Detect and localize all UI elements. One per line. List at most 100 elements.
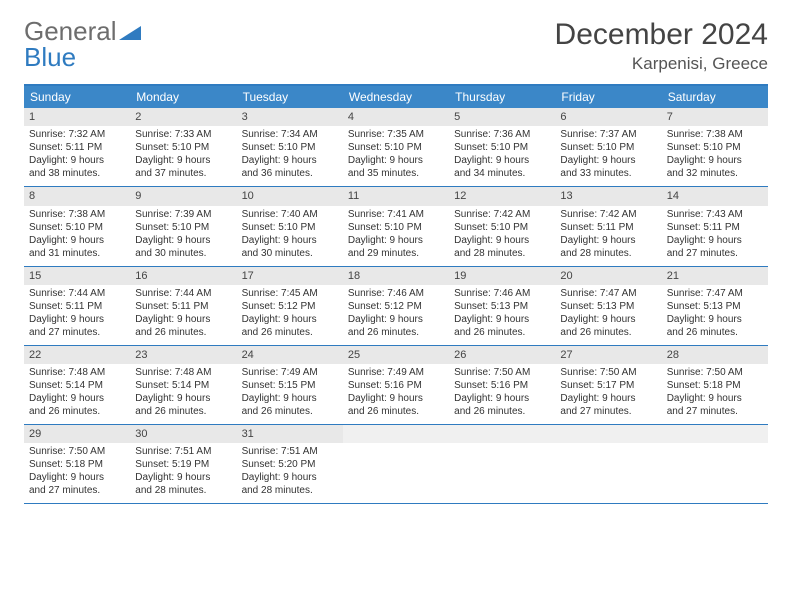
week-row: 1Sunrise: 7:32 AMSunset: 5:11 PMDaylight… bbox=[24, 108, 768, 187]
weekday-header: Saturday bbox=[662, 86, 768, 108]
daylight1-text: Daylight: 9 hours bbox=[135, 392, 231, 405]
day-cell: 8 Sunrise: 7:38 AMSunset: 5:10 PMDaylight… bbox=[24, 187, 130, 265]
day-number: 30 bbox=[130, 425, 236, 443]
day-cell: 22Sunrise: 7:48 AMSunset: 5:14 PMDayligh… bbox=[24, 346, 130, 424]
sunrise-text: Sunrise: 7:50 AM bbox=[560, 366, 656, 379]
sunrise-text: Sunrise: 7:34 AM bbox=[242, 128, 338, 141]
weekday-header: Tuesday bbox=[237, 86, 343, 108]
day-number: 15 bbox=[24, 267, 130, 285]
weekday-header: Monday bbox=[130, 86, 236, 108]
day-number: 16 bbox=[130, 267, 236, 285]
daylight2-text: and 33 minutes. bbox=[560, 167, 656, 180]
day-number: 19 bbox=[449, 267, 555, 285]
daylight1-text: Daylight: 9 hours bbox=[29, 392, 125, 405]
daylight2-text: and 27 minutes. bbox=[29, 484, 125, 497]
day-cell: 29Sunrise: 7:50 AMSunset: 5:18 PMDayligh… bbox=[24, 425, 130, 503]
sunrise-text: Sunrise: 7:35 AM bbox=[348, 128, 444, 141]
day-number: 12 bbox=[449, 187, 555, 205]
day-number: 21 bbox=[662, 267, 768, 285]
day-number: 7 bbox=[662, 108, 768, 126]
sunset-text: Sunset: 5:11 PM bbox=[135, 300, 231, 313]
day-cell: 26Sunrise: 7:50 AMSunset: 5:16 PMDayligh… bbox=[449, 346, 555, 424]
daylight1-text: Daylight: 9 hours bbox=[135, 234, 231, 247]
day-number: 26 bbox=[449, 346, 555, 364]
sunset-text: Sunset: 5:10 PM bbox=[29, 221, 125, 234]
daylight1-text: Daylight: 9 hours bbox=[242, 313, 338, 326]
daylight1-text: Daylight: 9 hours bbox=[560, 313, 656, 326]
sunrise-text: Sunrise: 7:51 AM bbox=[242, 445, 338, 458]
daylight2-text: and 30 minutes. bbox=[135, 247, 231, 260]
daylight1-text: Daylight: 9 hours bbox=[29, 471, 125, 484]
day-cell: 14Sunrise: 7:43 AMSunset: 5:11 PMDayligh… bbox=[662, 187, 768, 265]
day-number: 8 bbox=[24, 187, 130, 205]
daylight2-text: and 32 minutes. bbox=[667, 167, 763, 180]
day-cell bbox=[555, 425, 661, 503]
day-cell: 20Sunrise: 7:47 AMSunset: 5:13 PMDayligh… bbox=[555, 267, 661, 345]
sunrise-text: Sunrise: 7:33 AM bbox=[135, 128, 231, 141]
daylight2-text: and 27 minutes. bbox=[667, 247, 763, 260]
daylight2-text: and 27 minutes. bbox=[667, 405, 763, 418]
daylight1-text: Daylight: 9 hours bbox=[242, 154, 338, 167]
weeks-container: 1Sunrise: 7:32 AMSunset: 5:11 PMDaylight… bbox=[24, 108, 768, 504]
daylight1-text: Daylight: 9 hours bbox=[29, 234, 125, 247]
sunrise-text: Sunrise: 7:51 AM bbox=[135, 445, 231, 458]
title-block: December 2024 Karpenisi, Greece bbox=[555, 18, 768, 74]
day-number: 23 bbox=[130, 346, 236, 364]
day-number: 20 bbox=[555, 267, 661, 285]
daylight1-text: Daylight: 9 hours bbox=[560, 234, 656, 247]
day-cell: 9Sunrise: 7:39 AMSunset: 5:10 PMDaylight… bbox=[130, 187, 236, 265]
day-cell: 13Sunrise: 7:42 AMSunset: 5:11 PMDayligh… bbox=[555, 187, 661, 265]
day-cell: 6Sunrise: 7:37 AMSunset: 5:10 PMDaylight… bbox=[555, 108, 661, 186]
day-cell bbox=[343, 425, 449, 503]
sunset-text: Sunset: 5:10 PM bbox=[560, 141, 656, 154]
sunrise-text: Sunrise: 7:42 AM bbox=[560, 208, 656, 221]
sunset-text: Sunset: 5:18 PM bbox=[667, 379, 763, 392]
daylight2-text: and 26 minutes. bbox=[135, 326, 231, 339]
daylight1-text: Daylight: 9 hours bbox=[560, 392, 656, 405]
sunrise-text: Sunrise: 7:50 AM bbox=[454, 366, 550, 379]
day-cell: 24Sunrise: 7:49 AMSunset: 5:15 PMDayligh… bbox=[237, 346, 343, 424]
day-number: 29 bbox=[24, 425, 130, 443]
daylight1-text: Daylight: 9 hours bbox=[29, 154, 125, 167]
sunrise-text: Sunrise: 7:49 AM bbox=[242, 366, 338, 379]
daylight1-text: Daylight: 9 hours bbox=[454, 313, 550, 326]
day-number bbox=[555, 425, 661, 443]
day-cell: 21Sunrise: 7:47 AMSunset: 5:13 PMDayligh… bbox=[662, 267, 768, 345]
sunrise-text: Sunrise: 7:38 AM bbox=[29, 208, 125, 221]
day-number: 1 bbox=[24, 108, 130, 126]
daylight2-text: and 26 minutes. bbox=[348, 326, 444, 339]
daylight1-text: Daylight: 9 hours bbox=[135, 154, 231, 167]
day-number: 9 bbox=[130, 187, 236, 205]
sunrise-text: Sunrise: 7:42 AM bbox=[454, 208, 550, 221]
sunset-text: Sunset: 5:10 PM bbox=[454, 141, 550, 154]
weekday-header-row: Sunday Monday Tuesday Wednesday Thursday… bbox=[24, 86, 768, 108]
daylight1-text: Daylight: 9 hours bbox=[242, 234, 338, 247]
daylight2-text: and 26 minutes. bbox=[135, 405, 231, 418]
daylight2-text: and 26 minutes. bbox=[29, 405, 125, 418]
day-number: 17 bbox=[237, 267, 343, 285]
day-number: 18 bbox=[343, 267, 449, 285]
day-cell: 25Sunrise: 7:49 AMSunset: 5:16 PMDayligh… bbox=[343, 346, 449, 424]
sunset-text: Sunset: 5:16 PM bbox=[348, 379, 444, 392]
daylight2-text: and 26 minutes. bbox=[560, 326, 656, 339]
sunset-text: Sunset: 5:13 PM bbox=[454, 300, 550, 313]
sunset-text: Sunset: 5:10 PM bbox=[454, 221, 550, 234]
daylight1-text: Daylight: 9 hours bbox=[667, 234, 763, 247]
daylight1-text: Daylight: 9 hours bbox=[454, 234, 550, 247]
sunset-text: Sunset: 5:16 PM bbox=[454, 379, 550, 392]
day-cell: 1Sunrise: 7:32 AMSunset: 5:11 PMDaylight… bbox=[24, 108, 130, 186]
daylight1-text: Daylight: 9 hours bbox=[242, 392, 338, 405]
week-row: 15Sunrise: 7:44 AMSunset: 5:11 PMDayligh… bbox=[24, 267, 768, 346]
day-cell: 2Sunrise: 7:33 AMSunset: 5:10 PMDaylight… bbox=[130, 108, 236, 186]
header: General Blue December 2024 Karpenisi, Gr… bbox=[24, 18, 768, 74]
sunset-text: Sunset: 5:13 PM bbox=[560, 300, 656, 313]
sunrise-text: Sunrise: 7:47 AM bbox=[667, 287, 763, 300]
day-number: 28 bbox=[662, 346, 768, 364]
daylight2-text: and 37 minutes. bbox=[135, 167, 231, 180]
day-cell: 7Sunrise: 7:38 AMSunset: 5:10 PMDaylight… bbox=[662, 108, 768, 186]
day-number: 4 bbox=[343, 108, 449, 126]
sunrise-text: Sunrise: 7:48 AM bbox=[135, 366, 231, 379]
day-cell: 31Sunrise: 7:51 AMSunset: 5:20 PMDayligh… bbox=[237, 425, 343, 503]
daylight1-text: Daylight: 9 hours bbox=[667, 392, 763, 405]
sunset-text: Sunset: 5:11 PM bbox=[29, 300, 125, 313]
